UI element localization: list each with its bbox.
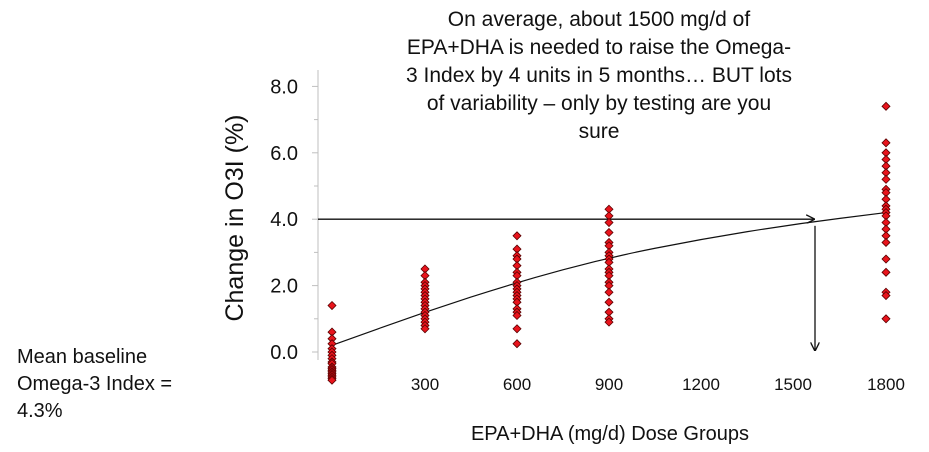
y-axis-label: Change in O3I (%) — [221, 114, 249, 321]
chart-title: On average, about 1500 mg/d of EPA+DHA i… — [406, 8, 792, 143]
data-point-dose-0 — [327, 375, 337, 385]
title-line-3: 3 Index by 4 units in 5 months… BUT lots — [406, 64, 792, 87]
data-point-dose-1800 — [881, 267, 891, 277]
data-point-dose-1800 — [881, 138, 891, 148]
y-tick-label: 6.0 — [270, 143, 298, 165]
y-tick-label: 2.0 — [270, 276, 298, 298]
data-point-dose-1800 — [881, 101, 891, 111]
x-axis-ticks: 300 600 900 1200 1500 1800 — [411, 375, 905, 394]
data-point-dose-600 — [512, 310, 522, 321]
x-axis-label: EPA+DHA (mg/d) Dose Groups — [471, 423, 749, 445]
data-point-dose-900 — [604, 287, 614, 297]
title-line-4: of variability – only by testing are you — [427, 92, 771, 115]
data-point-dose-600 — [512, 231, 522, 241]
data-point-dose-900 — [604, 227, 614, 238]
data-point-dose-1800 — [881, 174, 891, 184]
annotation-arrows — [318, 219, 815, 350]
x-tick-label: 300 — [411, 375, 439, 394]
x-tick-label: 600 — [503, 375, 531, 394]
data-point-dose-900 — [604, 317, 614, 327]
title-line-5: sure — [579, 120, 620, 143]
note-line-1: Mean baseline — [17, 346, 147, 368]
title-line-1: On average, about 1500 mg/d of — [448, 8, 751, 31]
data-point-dose-600 — [512, 339, 522, 349]
data-point-dose-900 — [604, 217, 614, 228]
trend-line — [331, 211, 887, 346]
data-point-dose-600 — [512, 324, 522, 334]
x-tick-label: 1500 — [774, 375, 812, 394]
trend-line-group — [331, 211, 887, 346]
y-tick-label: 8.0 — [270, 76, 298, 98]
data-point-dose-300 — [420, 324, 430, 334]
data-point-dose-1800 — [881, 237, 891, 248]
data-point-dose-1800 — [881, 314, 891, 324]
data-point-dose-1800 — [881, 290, 891, 301]
x-tick-label: 1800 — [867, 375, 905, 394]
note-line-2: Omega-3 Index = — [17, 373, 172, 395]
x-tick-label: 1200 — [682, 375, 720, 394]
data-point-dose-900 — [604, 297, 614, 307]
x-tick-label: 900 — [595, 375, 623, 394]
data-points — [327, 101, 891, 385]
title-line-2: EPA+DHA is needed to raise the Omega- — [407, 36, 791, 59]
data-point-dose-0 — [327, 300, 337, 311]
y-tick-label: 4.0 — [270, 209, 298, 231]
y-tick-label: 0.0 — [270, 342, 298, 364]
baseline-note: Mean baseline Omega-3 Index = 4.3% — [17, 346, 172, 422]
data-point-dose-1800 — [881, 254, 891, 264]
y-axis: 0.0 2.0 4.0 6.0 8.0 — [270, 70, 319, 364]
note-line-3: 4.3% — [17, 400, 63, 422]
